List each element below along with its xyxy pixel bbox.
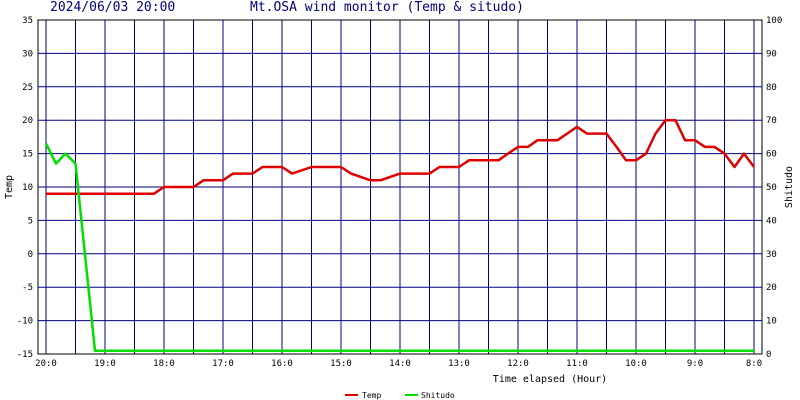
legend: Temp Shitudo — [345, 391, 455, 400]
left-tick-label-4: 5 — [28, 216, 33, 226]
right-tick-label-8: 80 — [766, 83, 777, 93]
x-tick-label-1: 19:0 — [94, 359, 116, 369]
x-tick-label-6: 14:0 — [389, 359, 411, 369]
legend-label-shitudo: Shitudo — [421, 391, 455, 400]
legend-label-temp: Temp — [362, 391, 381, 400]
x-axis-ticks: 20:0 19:0 18:0 17:0 16:0 15:0 14:0 13:0 12:0 11:0… — [35, 359, 762, 369]
right-tick-label-6: 60 — [766, 150, 777, 160]
right-axis-ticks: 0 10 20 30 40 50 60 70 80 90 100 — [766, 16, 782, 360]
x-tick-label-10: 10:0 — [625, 359, 647, 369]
x-tick-label-8: 12:0 — [507, 359, 529, 369]
right-tick-label-9: 90 — [766, 49, 777, 59]
right-tick-label-5: 50 — [766, 183, 777, 193]
left-tick-label-9: 30 — [22, 49, 33, 59]
grid — [38, 20, 762, 354]
left-tick-label-8: 25 — [22, 83, 33, 93]
series-line-temp — [46, 118, 756, 195]
left-tick-label-3: 0 — [28, 250, 33, 260]
x-tick-label-11: 9:0 — [687, 359, 703, 369]
left-tick-label-6: 15 — [22, 150, 33, 160]
right-tick-label-4: 40 — [766, 216, 777, 226]
x-tick-label-12: 8:0 — [746, 359, 762, 369]
left-tick-label-5: 10 — [22, 183, 33, 193]
x-axis-title: Time elapsed (Hour) — [493, 374, 607, 385]
x-tick-label-9: 11:0 — [566, 359, 588, 369]
left-axis-ticks: -15 -10 -5 0 5 10 15 20 25 30 35 — [17, 16, 33, 360]
right-tick-label-1: 10 — [766, 317, 777, 327]
left-tick-label-7: 20 — [22, 116, 33, 126]
left-tick-label-2: -5 — [22, 283, 33, 293]
series-group — [44, 118, 756, 352]
right-tick-label-0: 0 — [766, 350, 771, 360]
chart-datetime: 2024/06/03 20:00 — [50, 0, 176, 15]
x-tick-label-4: 16:0 — [271, 359, 293, 369]
right-tick-label-2: 20 — [766, 283, 777, 293]
right-tick-label-10: 100 — [766, 16, 782, 26]
series-line-shitudo — [44, 143, 754, 352]
right-axis-title: Shitudo — [784, 166, 795, 208]
right-tick-label-7: 70 — [766, 116, 777, 126]
chart-title: Mt.OSA wind monitor (Temp & situdo) — [250, 0, 524, 15]
right-tick-label-3: 30 — [766, 250, 777, 260]
x-tick-label-7: 13:0 — [448, 359, 470, 369]
left-tick-label-0: -15 — [17, 350, 33, 360]
x-tick-label-0: 20:0 — [35, 359, 57, 369]
x-tick-label-3: 17:0 — [212, 359, 234, 369]
left-tick-label-10: 35 — [22, 16, 33, 26]
x-tick-label-2: 18:0 — [153, 359, 175, 369]
x-tick-label-5: 15:0 — [330, 359, 352, 369]
left-tick-label-1: -10 — [17, 317, 33, 327]
left-axis-title: Temp — [4, 175, 15, 199]
